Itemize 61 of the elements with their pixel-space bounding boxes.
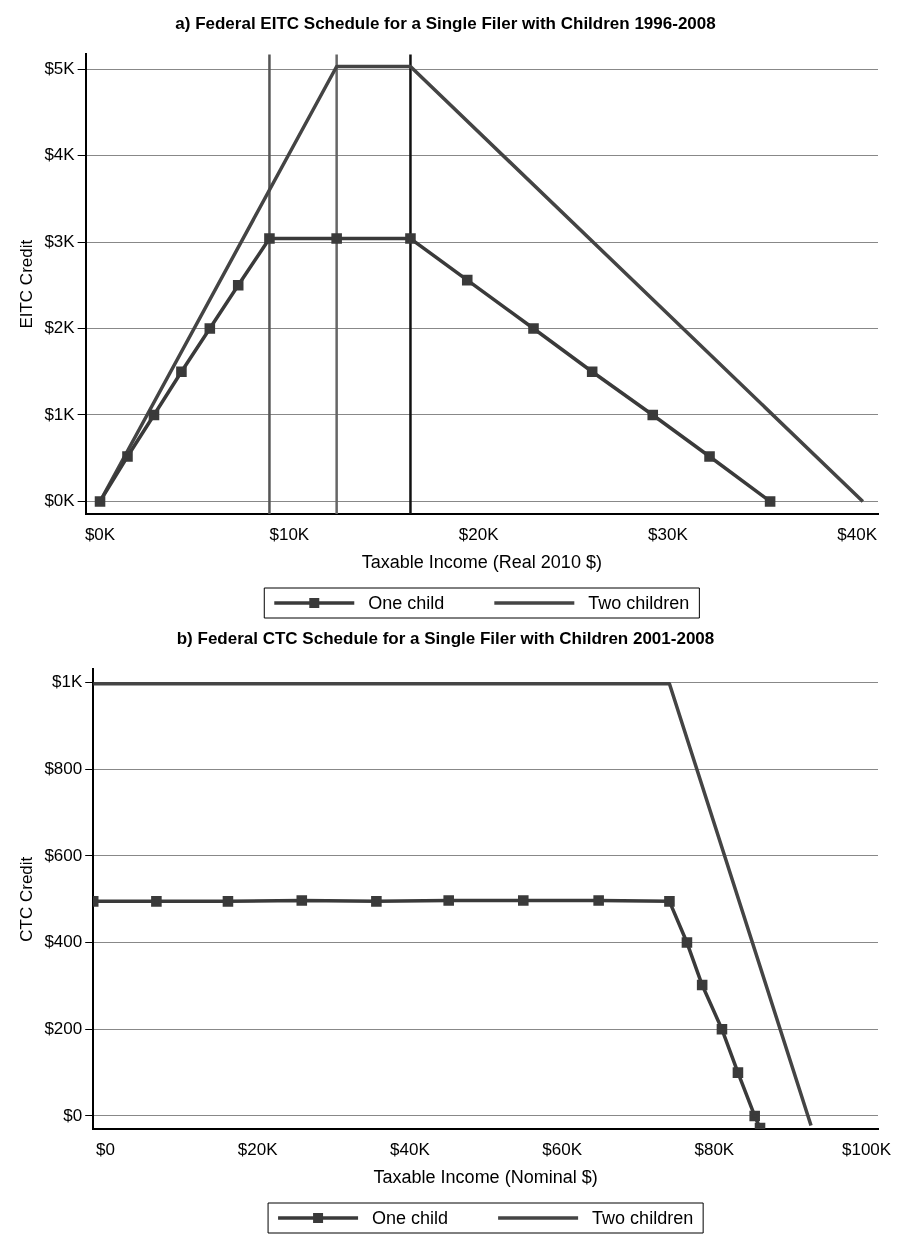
point [122,451,133,462]
point [296,895,308,906]
x-tick-label: $60K [542,1139,583,1159]
point [204,323,216,334]
y-axis-title: CTC Credit [16,856,36,942]
point [371,896,382,907]
x-tick-label: $10K [269,524,310,544]
point [681,937,693,948]
point [331,233,342,244]
y-tick-label: $1K [51,672,83,692]
point [716,1023,728,1035]
x-tick-label: $20K [237,1139,279,1159]
y-tick-label: $2K [44,318,76,338]
point [749,1110,760,1122]
chart-title: a) Federal EITC Schedule for a Single Filer with Children 1996-2008 [175,13,716,33]
legend-label: One child [368,592,445,613]
x-axis-title: Taxable Income (Nominal $) [373,1167,598,1188]
x-tick-label: $0K [84,524,116,544]
point [593,895,604,906]
y-tick-label: $1K [44,404,76,424]
y-axis-title: EITC Credit [16,239,36,329]
chart-title: b) Federal CTC Schedule for a Single Filer with Children 2001-2008 [176,628,715,648]
x-tick-label: $20K [458,524,500,544]
x-tick-label: $100K [842,1139,892,1159]
point [764,496,776,507]
point [148,409,160,421]
point [94,496,106,507]
point [232,280,244,291]
y-tick-label: $4K [44,145,76,165]
x-tick-label: $40K [390,1139,431,1159]
point [647,409,659,421]
point [443,895,454,906]
point [664,896,675,907]
y-tick-label: $3K [44,231,76,251]
legend-label: One child [372,1207,449,1228]
point [704,451,715,462]
point [222,896,234,907]
point [176,366,187,378]
legend-label: Two children [592,1207,694,1228]
y-tick-label: $600 [44,845,83,865]
point [528,323,539,334]
point [586,366,598,378]
point [264,233,275,244]
y-tick-label: $0 [63,1105,83,1125]
y-tick-label: $5K [44,58,76,78]
point [405,233,416,244]
point [732,1067,744,1078]
y-tick-label: $0K [44,491,76,511]
x-axis-title: Taxable Income (Real 2010 $) [361,552,602,573]
x-tick-label: $30K [648,524,689,544]
x-tick-label: $80K [694,1139,735,1159]
point [696,979,708,991]
y-tick-label: $800 [44,758,83,778]
legend-label: Two children [588,592,690,613]
y-tick-label: $200 [44,1018,83,1038]
point [461,274,473,286]
point [518,895,529,906]
x-tick-label: $40K [837,524,878,544]
y-tick-label: $400 [44,932,83,952]
point [151,896,162,907]
x-tick-label: $0 [95,1139,115,1159]
